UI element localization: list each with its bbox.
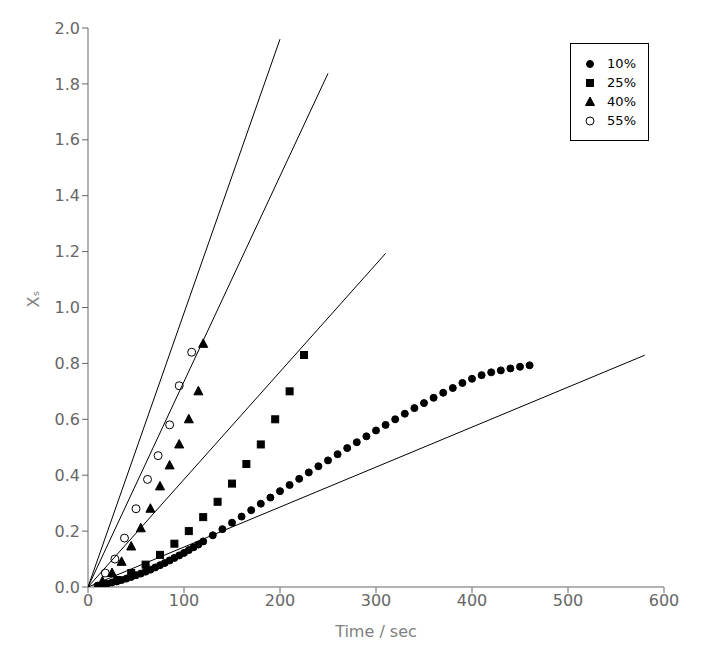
svg-text:600: 600 bbox=[649, 591, 680, 610]
svg-text:300: 300 bbox=[361, 591, 392, 610]
html-text:25%: 25% bbox=[607, 75, 636, 90]
svg-text:500: 500 bbox=[553, 591, 584, 610]
svg-text:1.0: 1.0 bbox=[55, 298, 80, 317]
svg-text:0.0: 0.0 bbox=[55, 578, 80, 597]
html-text:55%: 55% bbox=[607, 113, 636, 128]
svg-text:1.4: 1.4 bbox=[55, 186, 80, 205]
html-text:10%: 10% bbox=[607, 56, 636, 71]
svg-text:400: 400 bbox=[457, 591, 488, 610]
svg-text:200: 200 bbox=[265, 591, 296, 610]
svg-text:1.8: 1.8 bbox=[55, 75, 80, 94]
svg-text:Time / sec: Time / sec bbox=[334, 622, 417, 641]
svg-text:Xₛ: Xₛ bbox=[24, 291, 43, 308]
svg-text:0.6: 0.6 bbox=[55, 410, 80, 429]
svg-text:100: 100 bbox=[169, 591, 200, 610]
html-text:40%: 40% bbox=[607, 94, 636, 109]
svg-text:0: 0 bbox=[83, 591, 93, 610]
svg-text:0.4: 0.4 bbox=[55, 466, 80, 485]
svg-text:0.8: 0.8 bbox=[55, 354, 80, 373]
svg-text:1.2: 1.2 bbox=[55, 242, 80, 261]
svg-text:2.0: 2.0 bbox=[55, 19, 80, 38]
svg-text:1.6: 1.6 bbox=[55, 130, 80, 149]
svg-text:0.2: 0.2 bbox=[55, 522, 80, 541]
